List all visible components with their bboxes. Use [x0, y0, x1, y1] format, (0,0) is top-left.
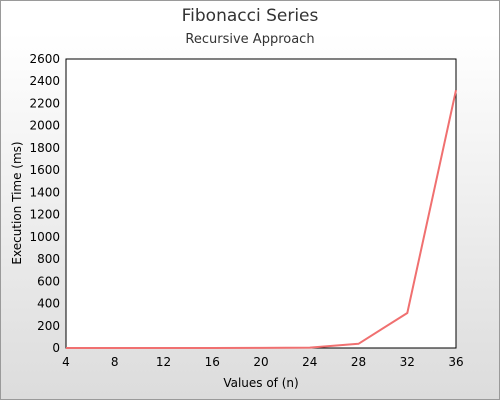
y-tick-label: 400 [37, 297, 60, 311]
y-tick-label: 200 [37, 319, 60, 333]
y-tick-label: 1200 [29, 208, 60, 222]
y-tick-label: 2400 [29, 74, 60, 88]
y-tick-label: 1400 [29, 185, 60, 199]
x-tick-label: 12 [156, 355, 171, 369]
chart-title: Fibonacci Series [181, 6, 319, 26]
series-line [66, 89, 457, 349]
y-tick-label: 0 [52, 341, 60, 355]
y-tick-label: 1000 [29, 230, 60, 244]
x-axis-title: Values of (n) [223, 376, 298, 390]
y-tick-label: 1800 [29, 141, 60, 155]
chart-subtitle: Recursive Approach [185, 32, 315, 47]
x-axis-ticks: 4 8 12 16 20 24 28 32 36 [62, 355, 463, 369]
x-tick-label: 36 [448, 355, 463, 369]
x-tick-label: 28 [351, 355, 366, 369]
plot-area [65, 58, 457, 349]
x-tick-label: 32 [400, 355, 415, 369]
x-tick-label: 8 [111, 355, 119, 369]
x-tick-label: 4 [62, 355, 70, 369]
y-tick-label: 2200 [29, 96, 60, 110]
y-axis-title: Execution Time (ms) [10, 141, 24, 264]
x-tick-label: 20 [253, 355, 268, 369]
series-group [66, 89, 457, 349]
y-axis-ticks: 0 200 400 600 800 1000 1200 1400 1600 1800 2000 220… [29, 52, 60, 355]
x-tick-label: 16 [205, 355, 220, 369]
y-tick-label: 600 [37, 274, 60, 288]
y-tick-label: 1600 [29, 163, 60, 177]
y-tick-label: 800 [37, 252, 60, 266]
y-tick-label: 2600 [29, 52, 60, 66]
x-tick-label: 24 [302, 355, 317, 369]
y-tick-label: 2000 [29, 119, 60, 133]
